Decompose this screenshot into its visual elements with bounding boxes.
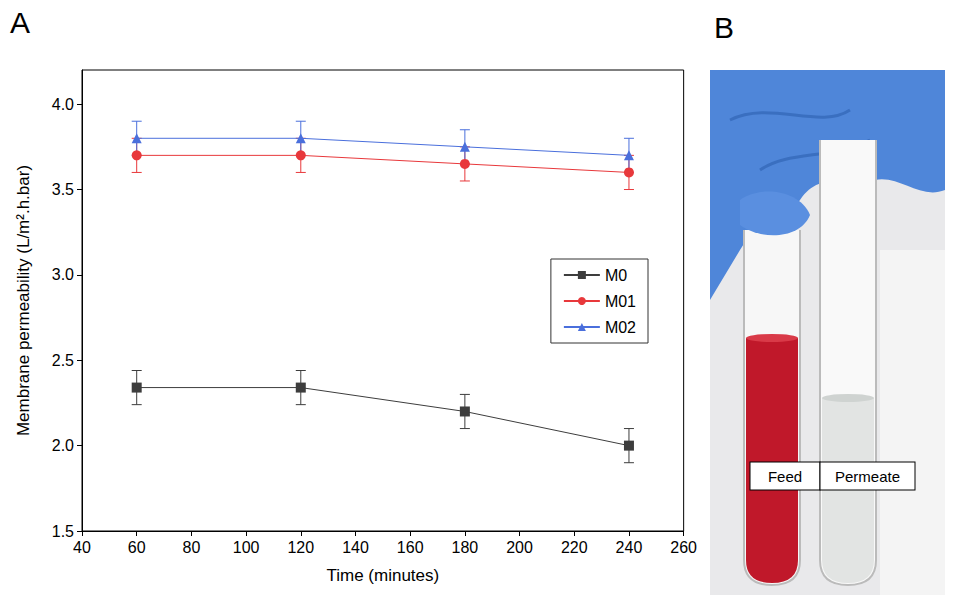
svg-text:260: 260 [670, 539, 697, 556]
svg-text:Feed: Feed [768, 468, 802, 485]
svg-text:120: 120 [287, 539, 314, 556]
svg-text:Membrane permeability (L/m².h.: Membrane permeability (L/m².h.bar) [14, 165, 33, 436]
svg-text:240: 240 [616, 539, 643, 556]
svg-text:60: 60 [128, 539, 146, 556]
svg-text:M02: M02 [605, 319, 636, 336]
svg-text:220: 220 [561, 539, 588, 556]
svg-text:4.0: 4.0 [52, 96, 74, 113]
svg-text:80: 80 [182, 539, 200, 556]
svg-text:Time (minutes): Time (minutes) [326, 566, 439, 585]
svg-text:2.5: 2.5 [52, 352, 74, 369]
svg-text:M0: M0 [605, 267, 627, 284]
svg-text:100: 100 [233, 539, 260, 556]
html-text:A: A [10, 6, 30, 39]
svg-text:B: B [714, 11, 734, 44]
svg-text:140: 140 [342, 539, 369, 556]
svg-text:200: 200 [506, 539, 533, 556]
svg-text:Permeate: Permeate [835, 468, 900, 485]
svg-text:M01: M01 [605, 293, 636, 310]
svg-text:1.5: 1.5 [52, 523, 74, 540]
svg-text:3.5: 3.5 [52, 181, 74, 198]
svg-text:2.0: 2.0 [52, 437, 74, 454]
svg-text:180: 180 [452, 539, 479, 556]
svg-text:40: 40 [73, 539, 91, 556]
svg-text:3.0: 3.0 [52, 266, 74, 283]
svg-text:160: 160 [397, 539, 424, 556]
